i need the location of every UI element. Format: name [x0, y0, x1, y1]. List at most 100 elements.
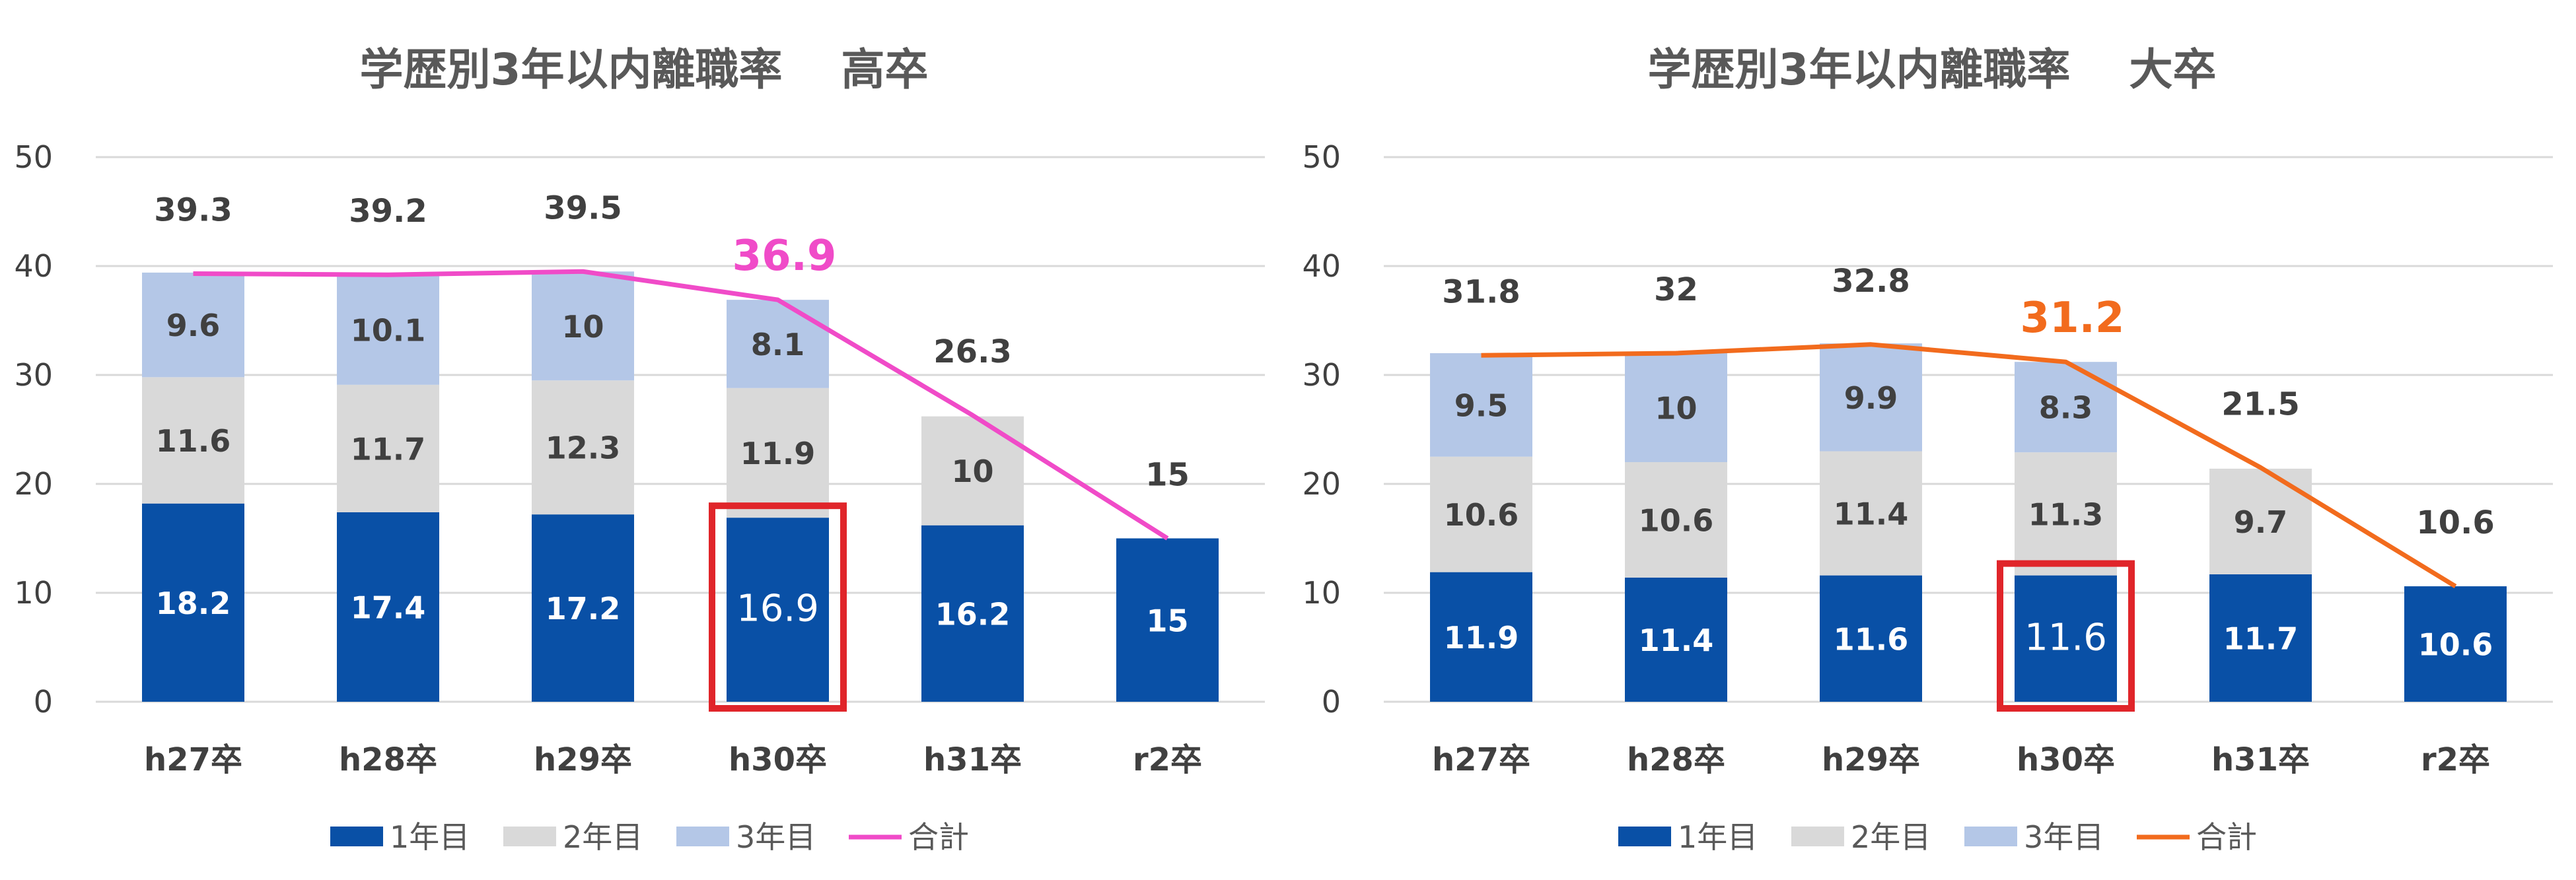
data-label: 12.3	[546, 430, 621, 466]
data-label: 11.3	[2028, 496, 2104, 532]
bar-year3	[1820, 343, 1922, 452]
legend-label: 2年目	[563, 819, 643, 855]
legend-label: 2年目	[1851, 819, 1931, 855]
bar-year2	[1430, 456, 1532, 572]
legend-label: 合計	[908, 819, 969, 855]
bar-year3	[142, 272, 244, 378]
data-label: 17.4	[351, 590, 426, 625]
legend-label: 1年目	[390, 819, 470, 855]
data-label: 10	[1655, 391, 1697, 426]
x-tick-label: h27卒	[1432, 741, 1530, 778]
total-label: 36.9	[733, 232, 837, 281]
bar-year2	[337, 384, 439, 512]
bar-year3	[337, 275, 439, 385]
data-label: 11.9	[1444, 620, 1519, 656]
data-label: 8.3	[2039, 390, 2093, 426]
chart-svg: 学歴別3年以内離職率 高卒 0 10 20 30 40 50 18.2 11.6 9.6 17.4 1…	[14, 44, 1265, 855]
total-label: 31.8	[1442, 273, 1520, 310]
bar-year1	[2209, 574, 2312, 702]
bar-year1	[921, 525, 1024, 702]
legend-swatch	[1964, 827, 2017, 846]
data-label: 11.6	[1834, 621, 1909, 657]
total-label: 39.3	[154, 192, 232, 229]
data-label: 11.9	[740, 436, 816, 471]
total-label: 32	[1654, 271, 1698, 308]
total-label: 21.5	[2221, 386, 2299, 423]
legend-label: 合計	[2196, 819, 2257, 855]
data-label: 16.2	[935, 596, 1011, 632]
total-label: 31.2	[2021, 294, 2125, 343]
highlight-box	[1997, 560, 2135, 712]
x-tick-label: h27卒	[144, 741, 242, 778]
bar-year1	[142, 503, 244, 702]
y-tick-label: 40	[1302, 248, 1341, 284]
data-label: 15	[1146, 603, 1188, 638]
bar-year3	[727, 300, 829, 388]
bar-year1	[1625, 577, 1727, 702]
data-label: 9.7	[2234, 504, 2288, 540]
data-label: 18.2	[156, 586, 231, 621]
bar-year1	[727, 518, 829, 702]
total-line	[193, 269, 1169, 541]
chart-title: 学歴別3年以内離職率 大卒	[1648, 44, 2217, 95]
legend-swatch	[330, 827, 383, 846]
y-tick-label: 30	[1302, 357, 1341, 393]
y-tick-label: 50	[14, 139, 53, 175]
x-tick-label: r2卒	[2421, 741, 2490, 778]
data-label: 10.6	[2418, 627, 2493, 663]
legend-swatch	[1791, 827, 1844, 846]
legend-label: 3年目	[736, 819, 816, 855]
bar-year2	[2015, 452, 2117, 576]
bar-year3	[1430, 353, 1532, 457]
data-label: 9.5	[1454, 388, 1509, 423]
data-label: 8.1	[751, 327, 805, 362]
data-label: 10.1	[351, 313, 426, 349]
legend-swatch	[1618, 827, 1671, 846]
y-tick-label: 20	[1302, 466, 1341, 502]
total-label: 39.5	[544, 189, 622, 226]
data-label: 11.4	[1639, 623, 1714, 658]
data-label: 9.6	[166, 308, 221, 343]
y-tick-label: 20	[14, 466, 53, 502]
bar-year2	[1820, 451, 1922, 576]
x-tick-label: h28卒	[339, 741, 437, 778]
highlight-box	[709, 502, 847, 712]
total-label: 39.2	[349, 193, 427, 230]
x-tick-label: h31卒	[2211, 741, 2310, 778]
y-tick-label: 30	[14, 357, 53, 393]
bar-year2	[727, 388, 829, 518]
chart-title: 学歴別3年以内離職率 高卒	[360, 44, 929, 95]
data-label: 11.7	[351, 431, 426, 467]
legend-swatch	[503, 827, 556, 846]
bar-year1	[1116, 538, 1219, 702]
x-tick-label: r2卒	[1133, 741, 1202, 778]
data-label: 16.9	[736, 588, 819, 630]
bar-year1	[1430, 572, 1532, 702]
x-tick-label: h28卒	[1627, 741, 1725, 778]
y-tick-label: 0	[34, 684, 53, 720]
data-label: 10.6	[1444, 497, 1519, 533]
y-tick-label: 50	[1302, 139, 1341, 175]
x-tick-label: h29卒	[534, 741, 632, 778]
data-label: 10.6	[1639, 502, 1714, 538]
data-label: 10	[951, 454, 993, 489]
total-line	[1481, 342, 2457, 589]
total-label: 15	[1145, 457, 1190, 494]
bar-year3	[1625, 353, 1727, 462]
total-label: 26.3	[933, 333, 1011, 370]
x-tick-label: h30卒	[2017, 741, 2115, 778]
x-tick-label: h30卒	[729, 741, 827, 778]
x-tick-label: h31卒	[923, 741, 1022, 778]
bar-year2	[142, 377, 244, 504]
data-label: 11.6	[2024, 616, 2107, 659]
legend-swatch	[676, 827, 729, 846]
total-label: 10.6	[2416, 504, 2494, 541]
bar-year2	[1625, 462, 1727, 578]
bar-year1	[337, 512, 439, 702]
bar-year1	[532, 514, 634, 702]
y-tick-label: 40	[14, 248, 53, 284]
chart-svg: 学歴別3年以内離職率 大卒 0 10 20 30 40 50 11.9 10.6 9.5 11.4 1…	[1302, 44, 2553, 855]
bar-year1	[1820, 575, 1922, 702]
bar-year1	[2404, 586, 2507, 702]
data-label: 17.2	[546, 591, 621, 626]
